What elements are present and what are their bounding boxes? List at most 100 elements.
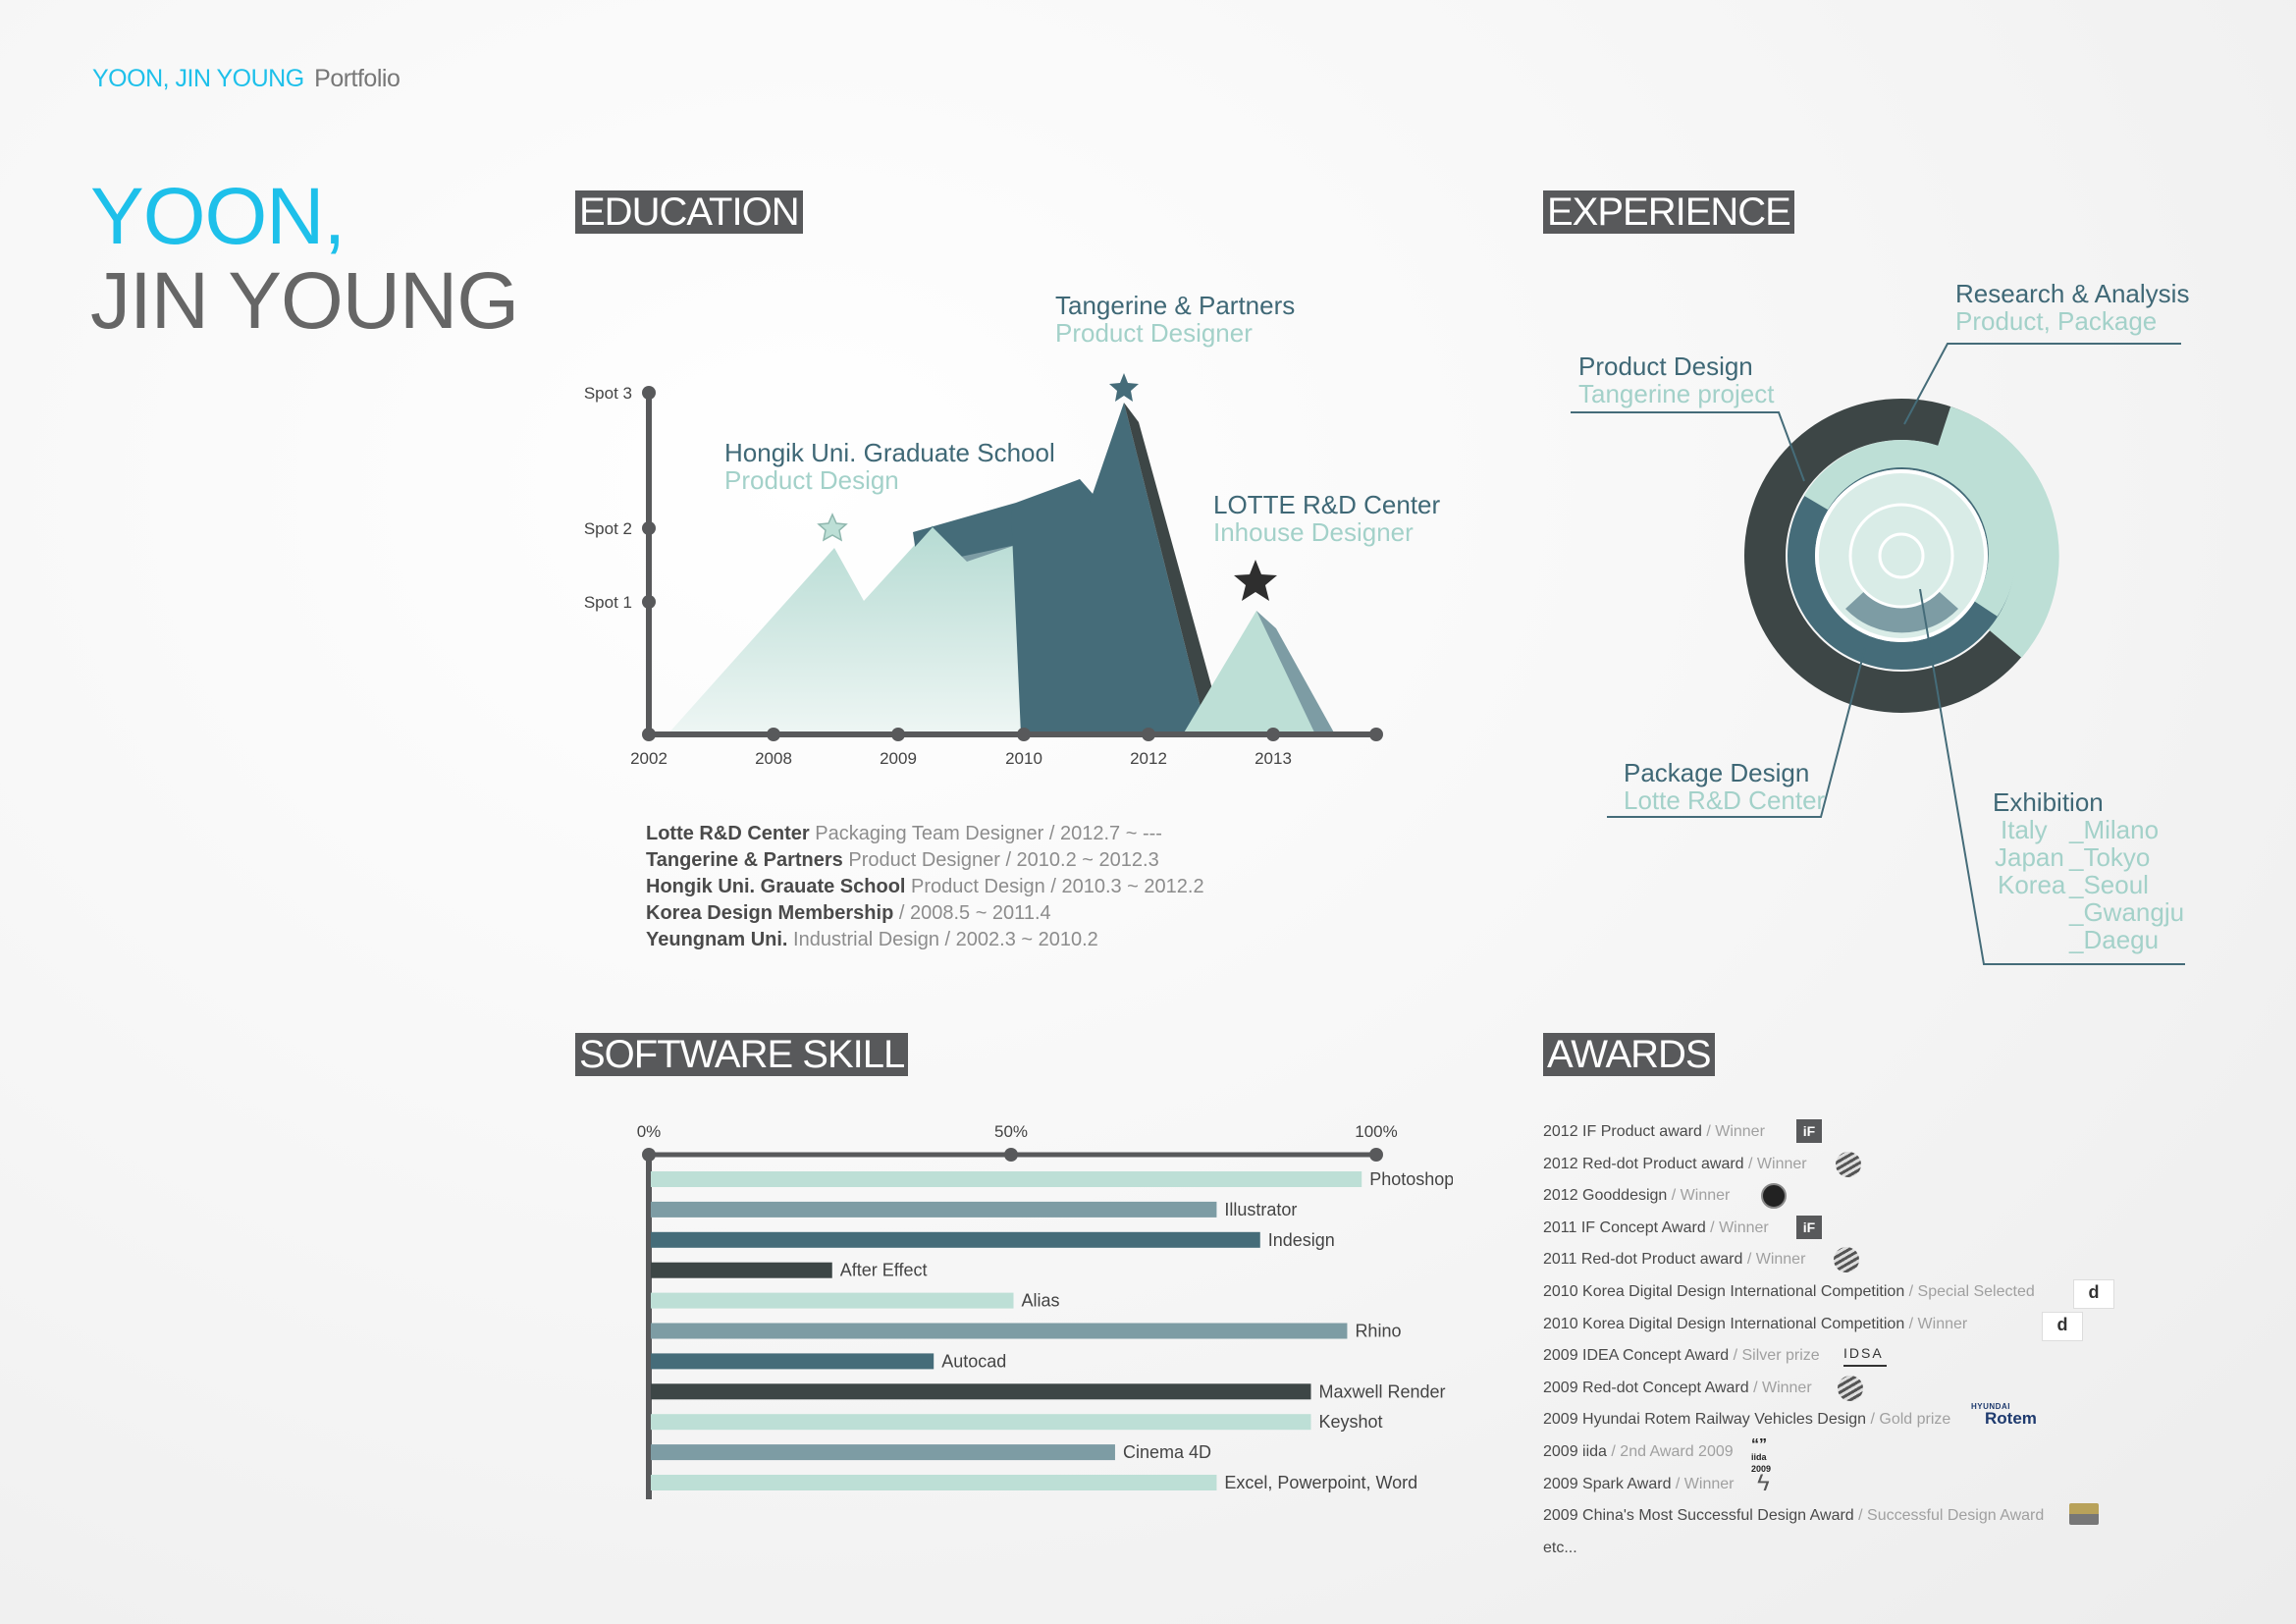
mountain-lotte-shade [1256, 611, 1335, 734]
award-name: 2010 Korea Digital Design International … [1543, 1283, 1905, 1300]
skill-bar [651, 1444, 1115, 1461]
award-name: 2011 IF Concept Award [1543, 1218, 1706, 1236]
header: YOON, JIN YOUNG Portfolio [92, 65, 400, 93]
y-labels: Spot 3 Spot 2 Spot 1 [584, 384, 632, 612]
list-item: 2011 IF Concept Award / Winner [1543, 1213, 1769, 1245]
title-line1: YOON, [90, 172, 346, 261]
spark-logo: ϟ [1757, 1469, 1770, 1496]
svg-text:_Milano: _Milano [2068, 815, 2159, 844]
list-item: Lotte R&D Center Packaging Team Designer… [646, 823, 1162, 844]
x-labels: 2002 2008 2009 2010 2012 2013 [630, 749, 1292, 768]
skill-label: Rhino [1355, 1322, 1401, 1341]
skill-label: Keyshot [1318, 1412, 1382, 1432]
award-status: / Winner [1743, 1155, 1807, 1172]
skill-bar [651, 1262, 832, 1278]
skill-bar [651, 1231, 1260, 1248]
svg-text:_Daegu: _Daegu [2068, 925, 2159, 954]
skill-bar [651, 1201, 1217, 1218]
star-icon [817, 513, 848, 542]
peak-label-lotte: LOTTE R&D Center Inhouse Designer [1213, 490, 1441, 547]
award-status: / Successful Design Award [1853, 1507, 2045, 1525]
y-label: Spot 2 [584, 519, 632, 538]
award-status: / Gold prize [1866, 1411, 1951, 1429]
svg-text:_Seoul: _Seoul [2068, 870, 2149, 899]
award-status: / Special Selected [1904, 1283, 2035, 1300]
svg-text:Research & Analysis: Research & Analysis [1955, 279, 2189, 308]
idea-logo: IDSA [1843, 1343, 1887, 1368]
design-korea-logo: d [2073, 1279, 2114, 1309]
list-item: 2010 Korea Digital Design International … [1543, 1276, 2035, 1309]
award-name: 2009 IDEA Concept Award [1543, 1347, 1730, 1365]
svg-text:Korea: Korea [1998, 870, 2066, 899]
skill-label: Autocad [941, 1351, 1006, 1371]
award-name: 2009 Spark Award [1543, 1475, 1672, 1492]
svg-text:Inhouse Designer: Inhouse Designer [1213, 517, 1414, 547]
award-name: 2009 Hyundai Rotem Railway Vehicles Desi… [1543, 1411, 1867, 1429]
if-logo: iF [1796, 1119, 1822, 1143]
list-item: Hongik Uni. Grauate School Product Desig… [646, 876, 1204, 897]
list-item: 2009 Hyundai Rotem Railway Vehicles Desi… [1543, 1404, 1950, 1436]
label-package: Package Design Lotte R&D Center [1624, 758, 1826, 815]
donut-rings [1744, 399, 2059, 713]
award-status: / 2nd Award 2009 [1606, 1443, 1734, 1460]
skill-bar [651, 1292, 1014, 1309]
header-name: YOON, JIN YOUNG [92, 65, 304, 92]
star-icon [1109, 373, 1139, 402]
mountain-light-front [677, 527, 1031, 734]
experience-heading: EXPERIENCE [1543, 190, 1794, 234]
tick-label: 50% [994, 1122, 1028, 1141]
reddot-logo [1836, 1151, 1861, 1177]
experience-diagram: Research & Analysis Product, Package Pro… [1571, 279, 2189, 965]
skill-axis-dots [642, 1148, 1383, 1162]
mountain-lotte [1183, 611, 1335, 734]
award-name: 2009 Red-dot Concept Award [1543, 1379, 1749, 1396]
leader-lines [1571, 343, 2185, 965]
skill-label: After Effect [840, 1261, 928, 1280]
x-label: 2009 [880, 749, 917, 768]
skill-label: Maxwell Render [1318, 1381, 1445, 1401]
svg-text:Package Design: Package Design [1624, 758, 1809, 787]
award-name: 2009 China's Most Successful Design Awar… [1543, 1507, 1854, 1525]
svg-text:Tangerine project: Tangerine project [1578, 379, 1775, 408]
iida-logo: “” iida 2009 [1751, 1436, 1772, 1475]
design-korea-logo: d [2042, 1311, 2083, 1341]
list-item: 2009 Red-dot Concept Award / Winner [1543, 1373, 1812, 1405]
peak-label-tangerine: Tangerine & Partners Product Designer [1055, 291, 1295, 348]
mountains [667, 403, 1335, 734]
award-name: 2009 iida [1543, 1443, 1607, 1460]
list-item: 2012 Red-dot Product award / Winner [1543, 1149, 1807, 1181]
skill-label: Indesign [1268, 1230, 1335, 1250]
award-name: 2012 IF Product award [1543, 1123, 1702, 1140]
skill-ticks: 0% 50% 100% [637, 1122, 1398, 1141]
list-item: 2009 IDEA Concept Award / Silver prize [1543, 1340, 1820, 1373]
page-title: YOON, JIN YOUNG [90, 172, 519, 346]
svg-text:Product, Package: Product, Package [1955, 306, 2157, 336]
x-label: 2002 [630, 749, 667, 768]
skill-bar [651, 1323, 1348, 1339]
reddot-logo [1838, 1375, 1863, 1401]
mountain-tangerine-shadow [1124, 403, 1217, 734]
svg-text:Tangerine & Partners: Tangerine & Partners [1055, 291, 1295, 320]
awards-heading: AWARDS [1543, 1033, 1715, 1076]
svg-text:Japan: Japan [1995, 842, 2064, 872]
award-status: / Winner [1904, 1315, 1968, 1332]
list-item: 2009 China's Most Successful Design Awar… [1543, 1500, 2044, 1533]
list-item: 2011 Red-dot Product award / Winner [1543, 1244, 1805, 1276]
skill-label: Alias [1022, 1291, 1060, 1311]
tick-label: 100% [1355, 1122, 1397, 1141]
skill-bar [651, 1171, 1362, 1187]
award-status: / Winner [1705, 1218, 1769, 1236]
reddot-logo [1834, 1247, 1859, 1273]
x-label: 2012 [1130, 749, 1167, 768]
title-line2: JIN YOUNG [90, 256, 519, 346]
x-label: 2010 [1005, 749, 1042, 768]
x-label: 2013 [1255, 749, 1292, 768]
header-label: Portfolio [314, 65, 400, 92]
peak-label-hongik: Hongik Uni. Graduate School Product Desi… [724, 438, 1055, 495]
award-status: / Winner [1742, 1251, 1806, 1269]
rotem-logo: HYUNDAI Rotem [1971, 1402, 2037, 1429]
svg-text:Product Design: Product Design [724, 465, 899, 495]
axis-dots [642, 386, 1383, 741]
award-name: 2012 Gooddesign [1543, 1187, 1668, 1205]
list-item: Korea Design Membership / 2008.5 ~ 2011.… [646, 902, 1051, 924]
